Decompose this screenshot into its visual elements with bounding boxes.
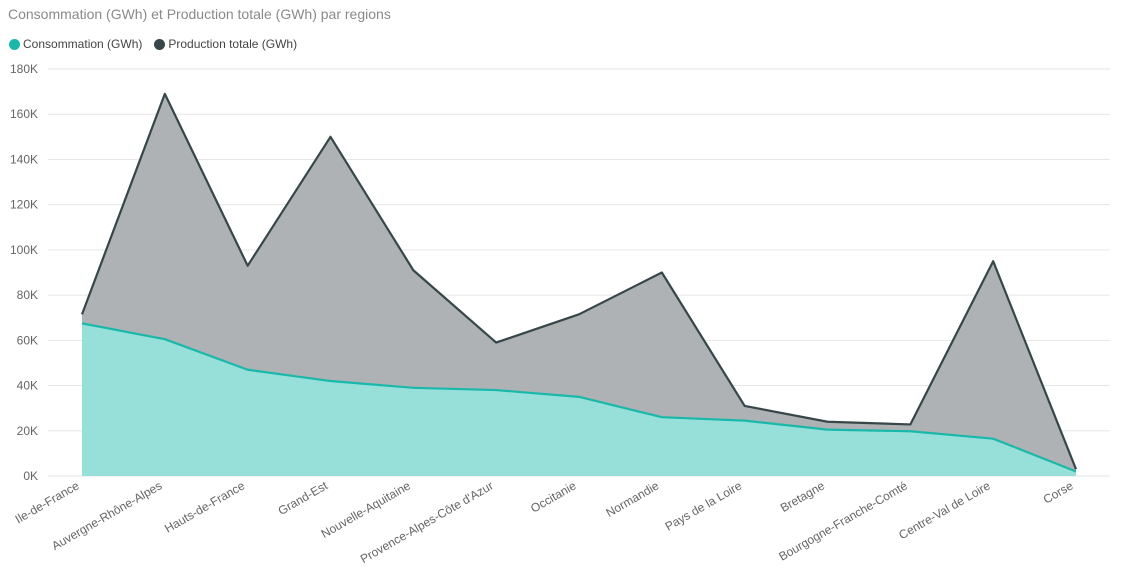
legend-item-production[interactable]: Production totale (GWh) [154,37,297,51]
y-tick-label: 100K [10,243,38,257]
data-point-consommation [329,380,332,383]
series-area-consommation [82,323,1076,476]
data-point-consommation [909,430,912,433]
legend-dot-icon [154,38,166,50]
y-tick-label: 120K [10,198,38,212]
x-tick-label: Centre-Val de Loire [896,478,993,542]
data-point-production [246,264,249,267]
data-point-consommation [81,322,84,325]
data-point-consommation [246,368,249,371]
x-tick-label: Bretagne [778,478,827,515]
legend: Consommation (GWh) Production totale (GW… [9,37,309,51]
y-tick-label: 0K [23,469,38,483]
y-tick-label: 80K [17,288,38,302]
x-tick-label: Ile-de-France [13,478,82,526]
data-point-consommation [578,395,581,398]
data-point-consommation [163,338,166,341]
data-point-production [826,420,829,423]
data-point-consommation [660,416,663,419]
x-tick-label: Occitanie [528,478,579,515]
data-point-production [412,269,415,272]
x-tick-label: Pays de la Loire [663,478,745,533]
y-tick-label: 20K [17,424,38,438]
legend-item-consommation[interactable]: Consommation (GWh) [9,37,142,51]
series-line-consommation [81,322,1077,473]
data-point-production [495,341,498,344]
x-tick-label: Provence-Alpes-Côte d'Azur [358,478,496,566]
data-point-production [992,260,995,263]
data-point-production [743,404,746,407]
x-tick-label: Corse [1041,478,1076,506]
data-point-consommation [495,389,498,392]
y-tick-label: 140K [10,152,38,166]
data-point-production [81,313,84,316]
data-point-production [578,313,581,316]
series-line-production [80,92,1078,470]
legend-dot-icon [9,38,20,50]
data-point-production [909,423,912,426]
y-tick-label: 160K [10,107,38,121]
data-point-consommation [826,428,829,431]
data-point-production [1075,468,1078,471]
data-point-consommation [412,386,415,389]
x-tick-label: Hauts-de-France [162,478,247,535]
x-tick-label: Normandie [603,478,661,520]
data-point-production [660,271,663,274]
legend-label-production: Production totale (GWh) [168,37,298,51]
chart-title: Consommation (GWh) et Production totale … [8,6,391,22]
y-tick-label: 60K [17,333,38,347]
data-point-consommation [743,419,746,422]
data-point-production [329,135,332,138]
data-point-production [163,92,166,95]
legend-label-consommation: Consommation (GWh) [23,37,143,51]
x-tick-label: Grand-Est [276,478,331,518]
y-tick-label: 180K [10,62,38,76]
data-point-consommation [992,437,995,440]
y-tick-label: 40K [17,379,38,393]
